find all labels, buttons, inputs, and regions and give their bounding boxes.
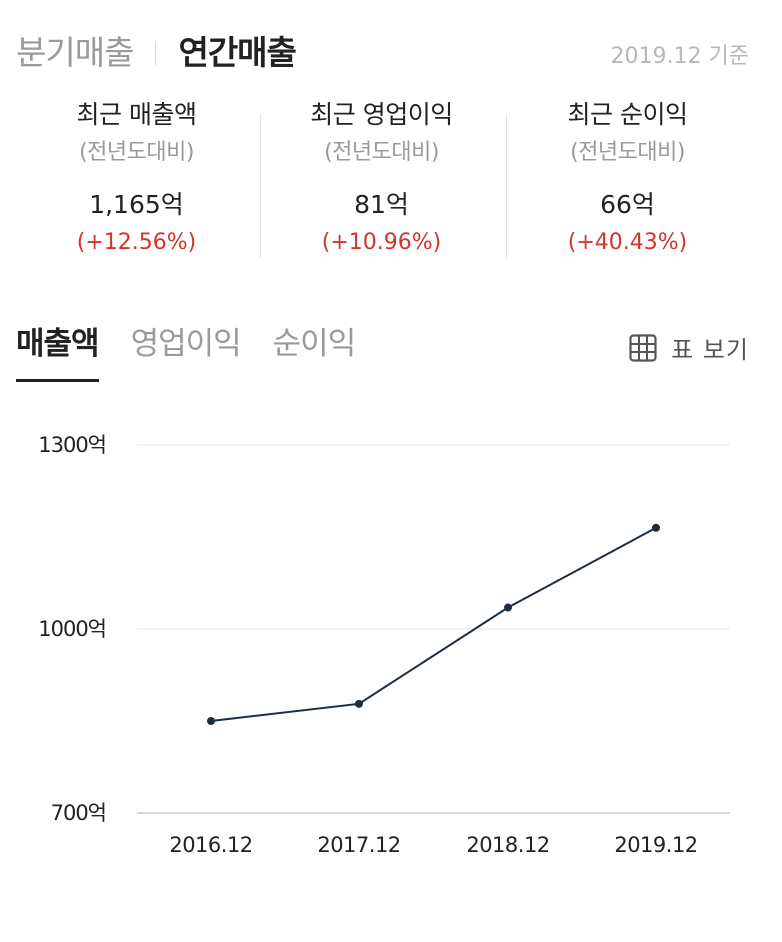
data-point: [355, 699, 363, 708]
metric-divider: [260, 114, 261, 258]
metric-sales: 최근 매출액 (전년도대비) 1,165억 (+12.56%): [14, 96, 259, 262]
y-tick-label: 1000억: [38, 617, 106, 641]
metric-sub: (전년도대비): [79, 140, 194, 165]
tab-divider: [155, 41, 157, 65]
metric-sub: (전년도대비): [570, 140, 685, 165]
metric-name: 최근 순이익: [567, 100, 688, 129]
tab-operating-profit[interactable]: 영업이익: [130, 326, 242, 362]
as-of-date: 2019.12 기준: [610, 44, 749, 69]
x-tick-label: 2019.12: [614, 833, 697, 857]
tab-sales[interactable]: 매출액: [16, 322, 100, 382]
data-point: [652, 523, 660, 532]
summary-metrics: 최근 매출액 (전년도대비) 1,165억 (+12.56%) 최근 영업이익 …: [0, 96, 782, 266]
metric-divider: [506, 114, 507, 258]
y-tick-label: 700억: [51, 801, 106, 825]
x-tick-label: 2018.12: [466, 833, 549, 857]
period-tabs: 분기매출 연간매출: [16, 28, 297, 72]
metric-sub: (전년도대비): [324, 140, 439, 165]
table-grid-icon: [629, 333, 657, 362]
metric-name: 최근 영업이익: [310, 100, 453, 129]
y-tick-label: 1300억: [38, 433, 106, 457]
metric-value: 1,165억: [89, 190, 184, 219]
tab-quarterly-sales[interactable]: 분기매출: [16, 33, 134, 72]
metric-value: 81억: [354, 190, 409, 219]
table-view-button[interactable]: 표 보기: [629, 330, 749, 365]
metric-change: (+10.96%): [321, 230, 442, 255]
metric-name: 최근 매출액: [76, 100, 197, 129]
tab-net-profit[interactable]: 순이익: [272, 326, 357, 362]
metric-net-profit: 최근 순이익 (전년도대비) 66억 (+40.43%): [505, 96, 750, 262]
metric-value: 66억: [600, 190, 655, 219]
metric-change: (+12.56%): [76, 230, 197, 255]
data-point: [504, 603, 512, 612]
x-tick-label: 2017.12: [317, 833, 400, 857]
data-point: [207, 717, 215, 725]
chart-metric-tabs: 매출액 영업이익 순이익: [16, 322, 387, 382]
tab-annual-sales[interactable]: 연간매출: [178, 33, 296, 72]
metric-operating-profit: 최근 영업이익 (전년도대비) 81억 (+10.96%): [259, 96, 504, 262]
table-view-label: 표 보기: [671, 336, 749, 364]
metric-change: (+40.43%): [567, 230, 688, 255]
series-line: [210, 526, 657, 722]
x-tick-label: 2016.12: [169, 833, 252, 857]
